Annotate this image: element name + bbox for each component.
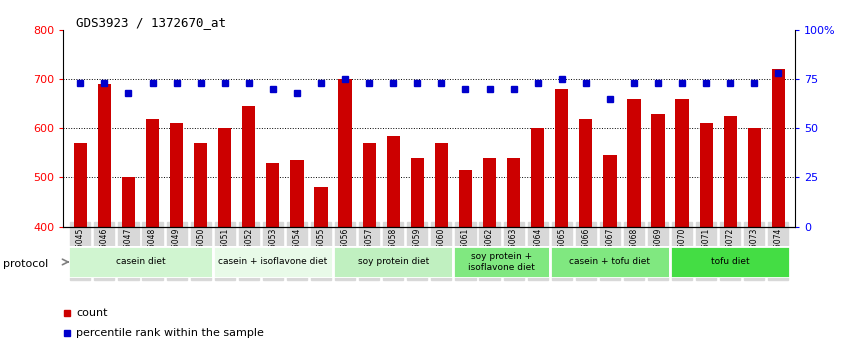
Bar	[772, 69, 785, 354]
Bar	[459, 170, 472, 354]
Text: protocol: protocol	[3, 259, 48, 269]
Bar	[435, 143, 448, 354]
Bar	[580, 119, 592, 354]
Bar	[550, 246, 670, 278]
Bar	[507, 158, 520, 354]
Bar	[333, 246, 453, 278]
Bar	[410, 158, 424, 354]
Bar	[700, 124, 713, 354]
Bar	[170, 124, 184, 354]
Text: casein + isoflavone diet: casein + isoflavone diet	[218, 257, 327, 267]
Bar	[98, 84, 111, 354]
Bar	[483, 158, 496, 354]
Bar	[338, 79, 352, 354]
Bar	[748, 128, 761, 354]
Bar	[555, 89, 569, 354]
Bar	[651, 114, 665, 354]
Text: casein + tofu diet: casein + tofu diet	[569, 257, 651, 267]
Bar	[122, 177, 135, 354]
Bar	[315, 187, 327, 354]
Bar	[628, 99, 640, 354]
Bar	[242, 106, 255, 354]
Bar	[723, 116, 737, 354]
Bar	[670, 246, 790, 278]
Bar	[453, 246, 550, 278]
Text: GDS3923 / 1372670_at: GDS3923 / 1372670_at	[76, 16, 226, 29]
Bar	[531, 128, 544, 354]
Bar	[603, 155, 617, 354]
Bar	[74, 143, 87, 354]
Bar	[218, 128, 231, 354]
Text: percentile rank within the sample: percentile rank within the sample	[76, 328, 264, 338]
Text: soy protein +
isoflavone diet: soy protein + isoflavone diet	[468, 252, 535, 272]
Bar	[194, 143, 207, 354]
Bar	[146, 119, 159, 354]
Bar	[266, 163, 279, 354]
Text: casein diet: casein diet	[116, 257, 165, 267]
Bar	[363, 143, 376, 354]
Bar	[69, 246, 212, 278]
Text: soy protein diet: soy protein diet	[358, 257, 429, 267]
Bar	[675, 99, 689, 354]
Bar	[212, 246, 333, 278]
Bar	[290, 160, 304, 354]
Text: count: count	[76, 308, 107, 318]
Bar	[387, 136, 400, 354]
Text: tofu diet: tofu diet	[711, 257, 750, 267]
